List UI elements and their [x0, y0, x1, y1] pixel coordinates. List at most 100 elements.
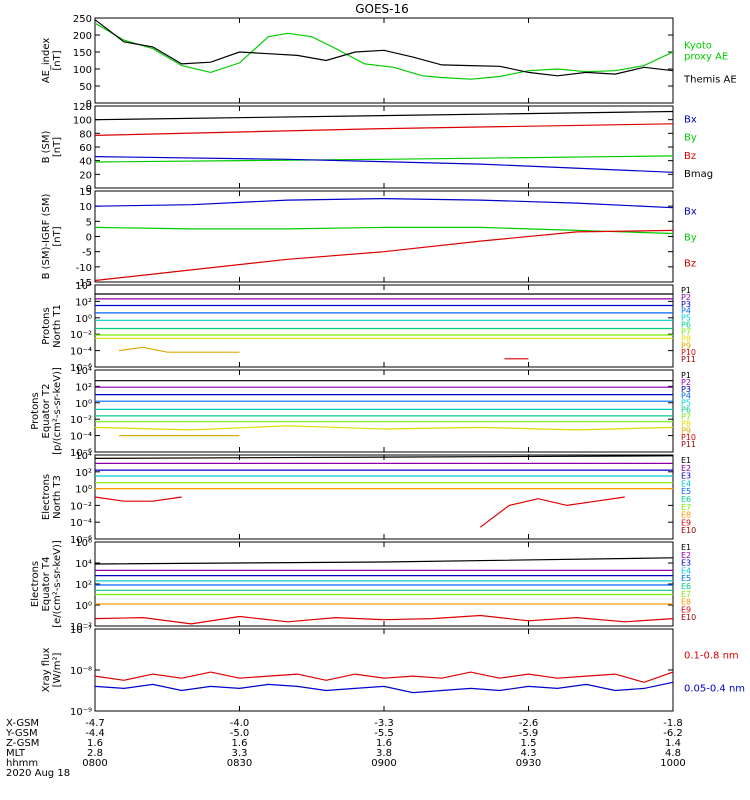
series-line-0-05-0-4-nm — [94, 681, 674, 694]
legend-entry: P4 — [681, 307, 691, 316]
panel-frame — [94, 17, 674, 104]
x-row-value: -5.9 — [519, 728, 539, 739]
x-row-value: -5.0 — [230, 728, 250, 739]
y-axis-label: Xray flux[W/m²] — [41, 648, 63, 693]
panel-frame — [94, 541, 674, 627]
y-tick-label: 10² — [75, 382, 92, 393]
y-tick-label: 10⁴ — [75, 559, 92, 570]
legend-entry: E3 — [681, 472, 691, 481]
x-row-value: -4.0 — [230, 718, 250, 729]
y-tick-label: 10⁶ — [75, 538, 92, 549]
legend-entry: E10 — [681, 526, 696, 535]
x-row-value: -5.5 — [374, 728, 394, 739]
y-tick-label: 10⁻² — [70, 622, 92, 633]
legend-entry: E3 — [681, 559, 691, 568]
legend-entry: 0.1-0.8 nm — [684, 651, 739, 662]
y-tick-label: 10⁻⁴ — [70, 518, 92, 529]
x-row-value: 3.3 — [232, 748, 248, 759]
series-line-kyoto-proxy-ae — [94, 22, 674, 80]
legend-entry: P10 — [681, 433, 696, 442]
y-tick-label: 10 — [79, 202, 92, 213]
legend-entry: E2 — [681, 464, 691, 473]
x-row-value: 1.6 — [232, 738, 248, 749]
series-line-e1 — [94, 557, 674, 565]
legend-entry: P6 — [681, 321, 691, 330]
y-tick-label: 10⁻⁶ — [70, 448, 92, 459]
y-tick-label: 10⁻⁶ — [70, 535, 92, 546]
y-axis-label: ElectronsEquator T4[e/(cm²-s-sr-keV)] — [30, 540, 63, 628]
legend-entry: E9 — [681, 518, 691, 527]
x-axis-rows: X-GSM -4.7 -4.0 -3.3 -2.6 -1.8 Y-GSM -4.4 -5.0 -5… — [5, 718, 686, 769]
legend-entry: 0.05-0.4 nm — [684, 683, 745, 694]
legend-entry: E4 — [681, 566, 691, 575]
x-row-value: -4.4 — [85, 728, 105, 739]
legend-entry: Bx — [684, 114, 697, 125]
series-line-by — [94, 155, 674, 163]
panel-frame — [94, 284, 674, 368]
legend-entry: P9 — [681, 341, 691, 350]
y-tick-label: 120 — [73, 102, 92, 113]
x-row-value: 4.3 — [521, 748, 537, 759]
legend-entry: By — [684, 133, 697, 144]
legend-entry: P10 — [681, 348, 696, 357]
series-line-e9 — [94, 614, 674, 625]
panel-5: 10⁻⁶ 10⁻⁴ 10⁻² 10⁰ 10² 10⁴ ProtonsEquator T2[p… — [30, 366, 696, 459]
y-tick-label: 0 — [86, 99, 92, 110]
y-tick-label: 80 — [79, 129, 92, 140]
x-row-label: MLT — [6, 748, 26, 759]
panel-3: -15 -10 -5 0 5 10 15 B (SM)-IGRF (SM)[nT] Bx By Bz — [41, 187, 697, 289]
y-tick-label: 60 — [79, 143, 92, 154]
legend-entry: E9 — [681, 605, 691, 614]
y-tick-label: 10² — [75, 297, 92, 308]
legend-entry: E4 — [681, 479, 691, 488]
y-tick-label: 10⁰ — [75, 314, 92, 325]
x-row-value: 1.6 — [87, 738, 103, 749]
x-row-value: 1.5 — [521, 738, 537, 749]
legend-entry: Bz — [684, 258, 696, 269]
panel-frame — [94, 369, 674, 453]
x-row-value: 1.4 — [665, 738, 681, 749]
panel-frame — [94, 628, 674, 712]
legend-entry: E7 — [681, 590, 691, 599]
legend-entry: Bmag — [684, 169, 713, 180]
y-tick-label: -15 — [76, 278, 92, 289]
legend-entry: P5 — [681, 314, 691, 323]
legend-entry: P1 — [681, 371, 691, 380]
legend-entry: P8 — [681, 334, 691, 343]
legend-entry: P8 — [681, 419, 691, 428]
x-row-label: Z-GSM — [6, 738, 39, 749]
legend-entry: P2 — [681, 293, 691, 302]
legend-entry: By — [684, 232, 697, 243]
y-tick-label: 10⁻² — [70, 415, 92, 426]
x-row-value: 2.8 — [87, 748, 103, 759]
y-tick-label: 10⁴ — [75, 366, 92, 377]
panel-8: 10⁻⁹ 10⁻⁸ 10⁻⁷ Xray flux[W/m²] 0.1-0.8 nm 0.0… — [41, 625, 745, 718]
y-tick-label: 10⁻⁹ — [70, 707, 92, 718]
legend-entry: P1 — [681, 286, 691, 295]
date-label: 2020 Aug 18 — [6, 768, 70, 779]
y-tick-label: 0 — [86, 233, 92, 244]
y-tick-label: -10 — [76, 263, 92, 274]
series-line-0-1-0-8-nm — [94, 671, 674, 683]
y-axis-label: B (SM)[nT] — [41, 130, 63, 163]
y-axis-label: AE_index[nT] — [41, 38, 63, 84]
legend-entry: E10 — [681, 613, 696, 622]
panel-4: 10⁻⁶ 10⁻⁴ 10⁻² 10⁰ 10² 10⁴ ProtonsNorth T1 P1P2… — [41, 281, 696, 374]
x-row-value: 0900 — [371, 758, 396, 769]
legend-entry: E6 — [681, 495, 691, 504]
series-line-bz — [94, 229, 674, 282]
y-tick-label: 40 — [79, 157, 92, 168]
y-tick-label: 10⁻² — [70, 501, 92, 512]
series-line-bmag — [94, 110, 674, 121]
legend-entry: Kyoto proxy AE — [684, 41, 728, 63]
x-row-value: 4.8 — [665, 748, 681, 759]
plot-title: GOES-16 — [355, 2, 409, 16]
x-row-label: Y-GSM — [5, 728, 38, 739]
y-tick-label: 10⁻⁸ — [70, 666, 92, 677]
y-tick-label: 100 — [73, 116, 92, 127]
series-line-p9 — [119, 346, 240, 353]
legend-entry: E5 — [681, 487, 691, 496]
y-tick-label: 10² — [75, 580, 92, 591]
